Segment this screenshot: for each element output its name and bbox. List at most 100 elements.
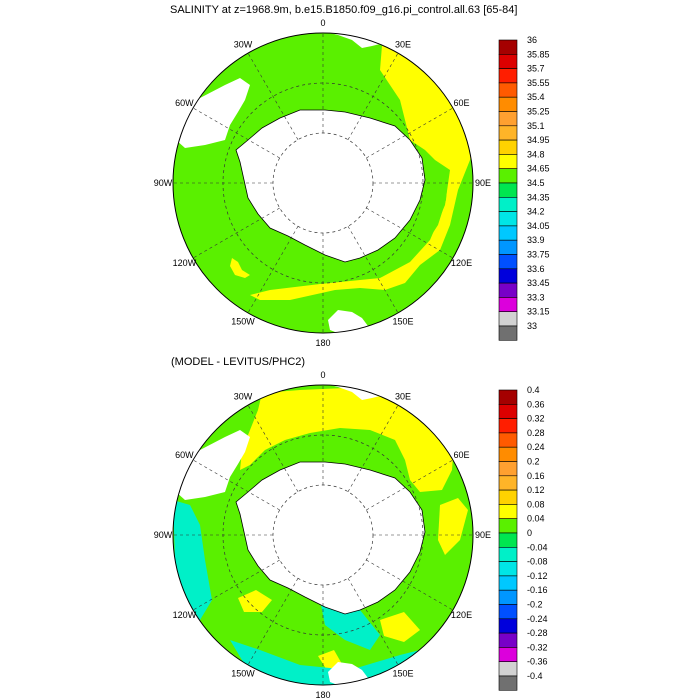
bottom-longitude-label: 60E xyxy=(454,450,470,460)
top-panel-title: SALINITY at z=1968.9m, b.e15.B1850.f09_g… xyxy=(170,4,518,16)
bottom-positive-patch-sw xyxy=(238,590,272,612)
bottom-longitude-labels: 0 30E 60E 90E 120E 150E 180 150W 120W 90W 60W 30W xyxy=(154,370,491,700)
top-map-border xyxy=(172,32,474,334)
top-colorbar-label: 34.35 xyxy=(527,192,550,202)
bottom-meridians xyxy=(173,385,473,685)
bottom-colorbar-label: 0.2 xyxy=(527,457,540,467)
bottom-colorbar-swatch xyxy=(498,618,518,634)
top-colorbar-swatch xyxy=(498,268,518,284)
bottom-meridian-line xyxy=(347,404,399,492)
top-polar-map: 0 30E 60E 90E 120E 150E 180 150W 120W 90W 60W 30W xyxy=(154,18,491,348)
top-colorbar-swatch xyxy=(498,168,518,184)
bottom-colorbar-label: -0.12 xyxy=(527,571,548,581)
bottom-colorbar-swatch xyxy=(498,632,518,648)
bottom-colorbar-label: -0.36 xyxy=(527,657,548,667)
top-colorbar-swatch xyxy=(498,111,518,127)
top-colorbar-swatch xyxy=(498,182,518,198)
bottom-colorbar-swatch xyxy=(498,546,518,562)
top-longitude-label: 30W xyxy=(234,39,253,49)
top-colorbar-swatch xyxy=(498,68,518,84)
bottom-colorbar-label: 0.4 xyxy=(527,385,540,395)
top-meridian-line xyxy=(247,52,299,140)
top-longitude-label: 60W xyxy=(175,98,194,108)
top-longitude-label: 150E xyxy=(392,317,413,327)
top-colorbar-swatch xyxy=(498,154,518,169)
top-colorbar-label: 33.3 xyxy=(527,292,545,302)
bottom-colorbar-label: 0.16 xyxy=(527,471,545,481)
top-colorbar-swatch xyxy=(498,82,518,98)
top-longitude-label: 90W xyxy=(154,178,173,188)
bottom-colorbar-swatch xyxy=(498,446,518,462)
bottom-longitude-label: 0 xyxy=(320,370,325,380)
top-high-salinity-patch-sw xyxy=(230,258,250,278)
top-colorbar-label: 33.75 xyxy=(527,250,550,260)
top-meridian-line xyxy=(192,207,280,259)
top-colorbar-label: 33.9 xyxy=(527,235,545,245)
bottom-colorbar-label: -0.24 xyxy=(527,614,548,624)
bottom-antarctica xyxy=(235,461,426,615)
bottom-longitude-label: 120E xyxy=(451,610,472,620)
bottom-longitude-label: 120W xyxy=(173,610,197,620)
top-longitude-label: 30E xyxy=(395,39,411,49)
top-colorbar-label: 33.45 xyxy=(527,278,550,288)
top-colorbar-label: 34.8 xyxy=(527,149,545,159)
top-colorbar-label: 33.15 xyxy=(527,307,550,317)
bottom-colorbar-label: 0.24 xyxy=(527,442,545,452)
bottom-colorbar-swatch xyxy=(498,461,518,477)
top-colorbar-label: 35.85 xyxy=(527,49,550,59)
bottom-colorbar-swatch xyxy=(498,518,518,534)
top-colorbar-label: 35.7 xyxy=(527,64,545,74)
top-colorbar-label: 36 xyxy=(527,35,537,45)
top-colorbar-label: 35.4 xyxy=(527,92,545,102)
top-mid-band-east xyxy=(400,170,448,260)
bottom-meridian-line xyxy=(247,404,299,492)
top-colorbar-swatch xyxy=(498,297,518,312)
top-colorbar-swatch xyxy=(498,325,518,341)
top-colorbar-label: 34.65 xyxy=(527,164,550,174)
bottom-positive-region xyxy=(240,388,455,492)
bottom-colorbar-swatch xyxy=(498,589,518,605)
top-colorbar-swatch xyxy=(498,282,518,298)
bottom-longitude-label: 150W xyxy=(231,669,255,679)
top-colorbar-label: 33.6 xyxy=(527,264,545,274)
bottom-colorbar-label: 0.12 xyxy=(527,485,545,495)
top-colorbar-swatch xyxy=(498,254,518,270)
bottom-longitude-label: 150E xyxy=(392,669,413,679)
bottom-colorbar-label: -0.28 xyxy=(527,628,548,638)
bottom-colorbar-label: 0.04 xyxy=(527,514,545,524)
top-colorbar-swatch xyxy=(498,53,518,69)
bottom-panel-title: (MODEL - LEVITUS/PHC2) xyxy=(171,356,306,368)
bottom-colorbar-label: 0.08 xyxy=(527,499,545,509)
bottom-colorbar-swatch xyxy=(498,504,518,519)
bottom-colorbar-label: 0.28 xyxy=(527,428,545,438)
bottom-colorbar-label: 0.36 xyxy=(527,399,545,409)
top-colorbar-label: 34.95 xyxy=(527,135,550,145)
bottom-colorbar-swatch xyxy=(498,532,518,548)
bottom-colorbar-label: -0.04 xyxy=(527,542,548,552)
bottom-map-border xyxy=(172,384,474,686)
bottom-meridian-line xyxy=(366,459,454,511)
bottom-colorbar-swatch xyxy=(498,575,518,591)
bottom-polar-map: 0 30E 60E 90E 120E 150E 180 150W 120W 90W 60W 30W xyxy=(154,370,491,700)
bottom-positive-patch-east xyxy=(438,498,468,555)
bottom-colorbar-swatch xyxy=(498,661,518,677)
top-antarctica xyxy=(235,109,426,263)
top-colorbar-swatch xyxy=(498,125,518,141)
top-colorbar-swatch xyxy=(498,239,518,255)
bottom-longitude-label: 180 xyxy=(315,690,330,700)
top-meridians xyxy=(173,33,473,333)
top-colorbar-label: 34.05 xyxy=(527,221,550,231)
bottom-meridian-line xyxy=(192,459,280,511)
bottom-colorbar-swatch xyxy=(498,561,518,577)
top-colorbar-label: 34.2 xyxy=(527,207,545,217)
top-longitude-label: 120E xyxy=(451,258,472,268)
top-colorbar-swatch xyxy=(498,225,518,241)
bottom-colorbar-swatch xyxy=(498,403,518,419)
bottom-land-australia-nz xyxy=(328,662,368,685)
top-meridian-line xyxy=(347,226,399,314)
top-colorbar-swatch xyxy=(498,139,518,155)
top-colorbar-label: 33 xyxy=(527,321,537,331)
top-longitude-label: 150W xyxy=(231,317,255,327)
top-longitude-label: 60E xyxy=(454,98,470,108)
